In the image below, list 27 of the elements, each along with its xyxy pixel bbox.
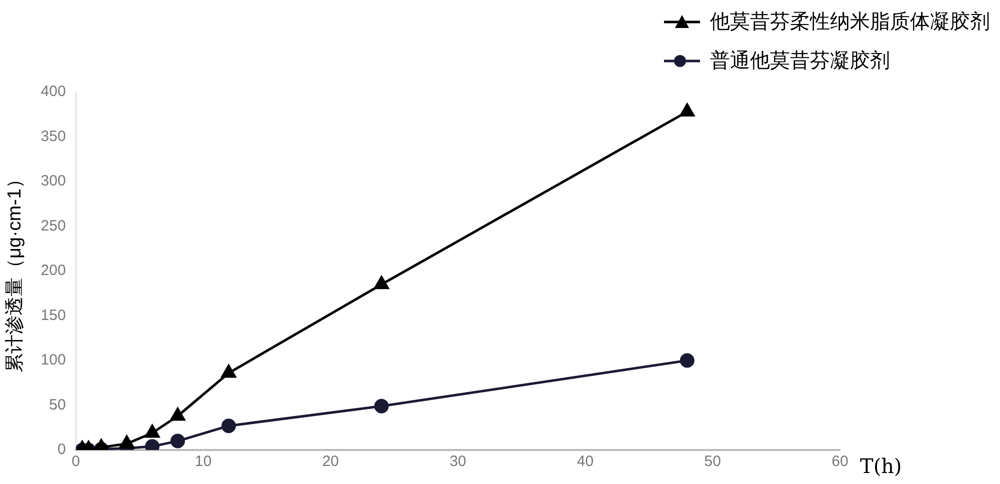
x-tick-label: 50	[704, 453, 721, 470]
x-tick-label: 10	[194, 453, 212, 470]
x-tick-label: 20	[322, 453, 339, 470]
point	[170, 408, 186, 421]
y-tick-label: 50	[49, 396, 66, 414]
point	[119, 435, 134, 448]
x-tick-label: 30	[450, 453, 466, 470]
x-tick-label: 40	[576, 453, 594, 470]
y-tick-label: 400	[40, 83, 66, 100]
y-tick-label: 100	[40, 352, 66, 369]
x-axis-title: T(h)	[860, 454, 902, 478]
y-tick-label: 300	[40, 172, 66, 190]
y-tick-label: 0	[57, 441, 66, 458]
point	[94, 439, 109, 450]
point	[144, 424, 160, 438]
y-tick-label: 350	[40, 128, 66, 145]
y-tick-label: 250	[40, 217, 66, 234]
point	[374, 276, 389, 290]
x-tick-label: 0	[72, 453, 80, 470]
y-tick-label: 150	[40, 306, 66, 324]
legend-label: 普通他莫昔芬凝胶剂	[710, 47, 890, 74]
point	[680, 103, 694, 116]
legend-label: 他莫昔芬柔性纳米脂质体凝胶剂	[710, 8, 990, 35]
x-tick-label: 60	[832, 453, 848, 470]
y-tick-label: 200	[40, 262, 66, 280]
y-axis-title: 累计渗透量（μg·cm-1）	[4, 169, 26, 373]
point	[221, 364, 236, 378]
